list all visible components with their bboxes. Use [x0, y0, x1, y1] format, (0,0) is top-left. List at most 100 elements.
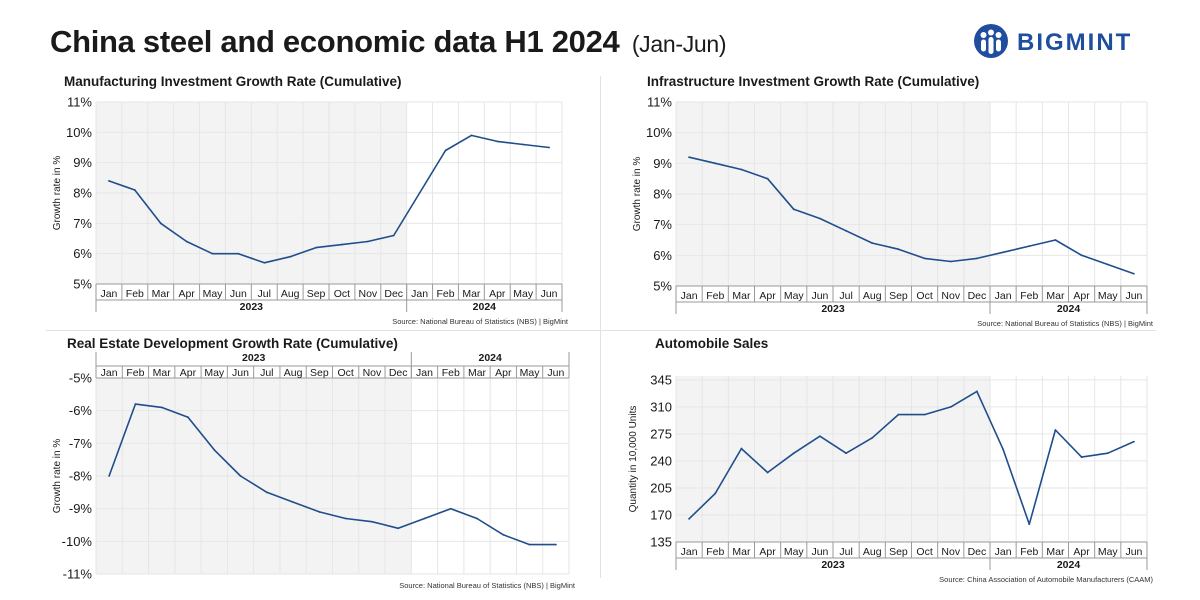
data-point	[444, 149, 447, 152]
y-tick-label: -6%	[69, 403, 93, 418]
x-tick-label: Apr	[1073, 546, 1090, 558]
year-label-2024: 2024	[1057, 559, 1081, 571]
data-point	[819, 217, 821, 220]
data-point	[211, 252, 214, 255]
x-tick-label: Nov	[941, 546, 960, 558]
x-tick-label: Feb	[126, 367, 144, 379]
y-tick-label: 8%	[653, 187, 672, 202]
x-tick-label: Jan	[416, 367, 433, 379]
data-point	[897, 413, 900, 416]
y-tick-label: 6%	[73, 246, 92, 261]
data-point	[108, 475, 111, 477]
y-tick-label: -9%	[69, 501, 93, 516]
x-tick-label: Nov	[363, 367, 382, 379]
x-tick-label: May	[520, 367, 541, 379]
y-tick-label: 310	[650, 399, 672, 414]
y-tick-label: -7%	[69, 436, 93, 451]
manufacturing-chart-panel: Manufacturing Investment Growth Rate (Cu…	[50, 74, 610, 332]
source-note: Source: National Bureau of Statistics (N…	[392, 317, 569, 326]
data-point	[108, 179, 110, 182]
y-tick-label: 240	[650, 453, 672, 468]
y-tick-label: 275	[650, 426, 672, 441]
y-axis-label: Quantity in 10,000 Units	[628, 406, 639, 513]
x-tick-label: Jan	[681, 546, 698, 558]
x-tick-label: Jun	[1125, 290, 1142, 302]
data-point	[239, 475, 242, 477]
x-tick-label: Oct	[334, 288, 350, 300]
bigmint-logo-icon	[974, 24, 1008, 58]
data-point	[213, 448, 216, 451]
data-point	[766, 471, 769, 474]
x-tick-label: May	[513, 288, 534, 300]
data-point	[522, 143, 525, 146]
panel-divider-vertical	[600, 76, 601, 578]
y-tick-label: 6%	[653, 248, 672, 263]
x-tick-label: Feb	[436, 288, 454, 300]
data-point	[766, 177, 769, 180]
panel-divider-horizontal	[46, 330, 1156, 331]
x-tick-label: Aug	[863, 290, 882, 302]
y-tick-label: 5%	[73, 277, 92, 292]
x-tick-label: Oct	[916, 290, 932, 302]
x-tick-label: Feb	[1020, 290, 1038, 302]
data-point	[1106, 263, 1109, 266]
data-point	[265, 491, 268, 494]
page-title: China steel and economic data H1 2024 (J…	[50, 24, 727, 60]
year-label-2024: 2024	[478, 352, 502, 364]
data-point	[548, 146, 550, 149]
x-tick-label: Jan	[101, 367, 118, 379]
data-point	[897, 248, 900, 251]
data-point	[159, 222, 162, 225]
x-tick-label: Mar	[462, 288, 481, 300]
data-point	[289, 255, 292, 258]
data-point	[134, 403, 137, 406]
x-tick-label: Nov	[941, 290, 960, 302]
data-point	[871, 242, 874, 244]
x-tick-label: Sep	[889, 290, 908, 302]
x-tick-label: Feb	[126, 288, 144, 300]
x-tick-label: Jun	[811, 546, 828, 558]
x-tick-label: May	[784, 290, 805, 302]
data-point	[1002, 448, 1004, 451]
y-tick-label: -5%	[69, 371, 93, 386]
y-tick-label: 9%	[653, 156, 672, 171]
data-point	[1106, 452, 1109, 455]
data-point	[502, 533, 505, 536]
x-tick-label: May	[1098, 290, 1119, 302]
y-tick-label: -8%	[69, 469, 93, 484]
x-tick-label: Apr	[178, 288, 195, 300]
x-tick-label: Jul	[258, 288, 271, 300]
x-tick-label: Aug	[281, 288, 300, 300]
y-tick-label: 10%	[66, 125, 92, 140]
data-point	[496, 140, 499, 143]
data-point	[1133, 272, 1135, 275]
data-point	[341, 243, 343, 246]
x-tick-label: Feb	[706, 290, 724, 302]
source-note: Source: National Bureau of Statistics (N…	[977, 319, 1154, 328]
x-tick-label: Jan	[681, 290, 698, 302]
data-point	[949, 260, 952, 263]
x-tick-label: Sep	[307, 288, 326, 300]
x-tick-label: Jun	[232, 367, 249, 379]
chart-title: Infrastructure Investment Growth Rate (C…	[647, 74, 980, 89]
data-point	[792, 452, 795, 455]
data-point	[554, 543, 557, 546]
x-tick-label: Jun	[547, 367, 564, 379]
y-axis-label: Growth rate in %	[52, 156, 63, 231]
x-tick-label: Feb	[442, 367, 460, 379]
x-tick-label: Dec	[384, 288, 403, 300]
y-axis-label: Growth rate in %	[52, 439, 63, 514]
data-point	[397, 527, 400, 530]
x-tick-label: Apr	[495, 367, 512, 379]
x-tick-label: Jan	[995, 290, 1012, 302]
x-tick-label: Mar	[1046, 290, 1065, 302]
manufacturing-line-chart: 11% 10% 9% 8% 7% 6% 5% Growth rate in % Jan Feb Ma…	[52, 95, 569, 327]
data-point	[976, 390, 978, 393]
y-axis-label: Growth rate in %	[632, 157, 643, 232]
data-point	[1054, 429, 1057, 431]
data-point	[1054, 239, 1057, 241]
year-label-2023: 2023	[821, 303, 845, 315]
data-point	[923, 257, 926, 260]
infrastructure-chart-panel: Infrastructure Investment Growth Rate (C…	[630, 74, 1190, 332]
data-point	[1028, 523, 1031, 526]
